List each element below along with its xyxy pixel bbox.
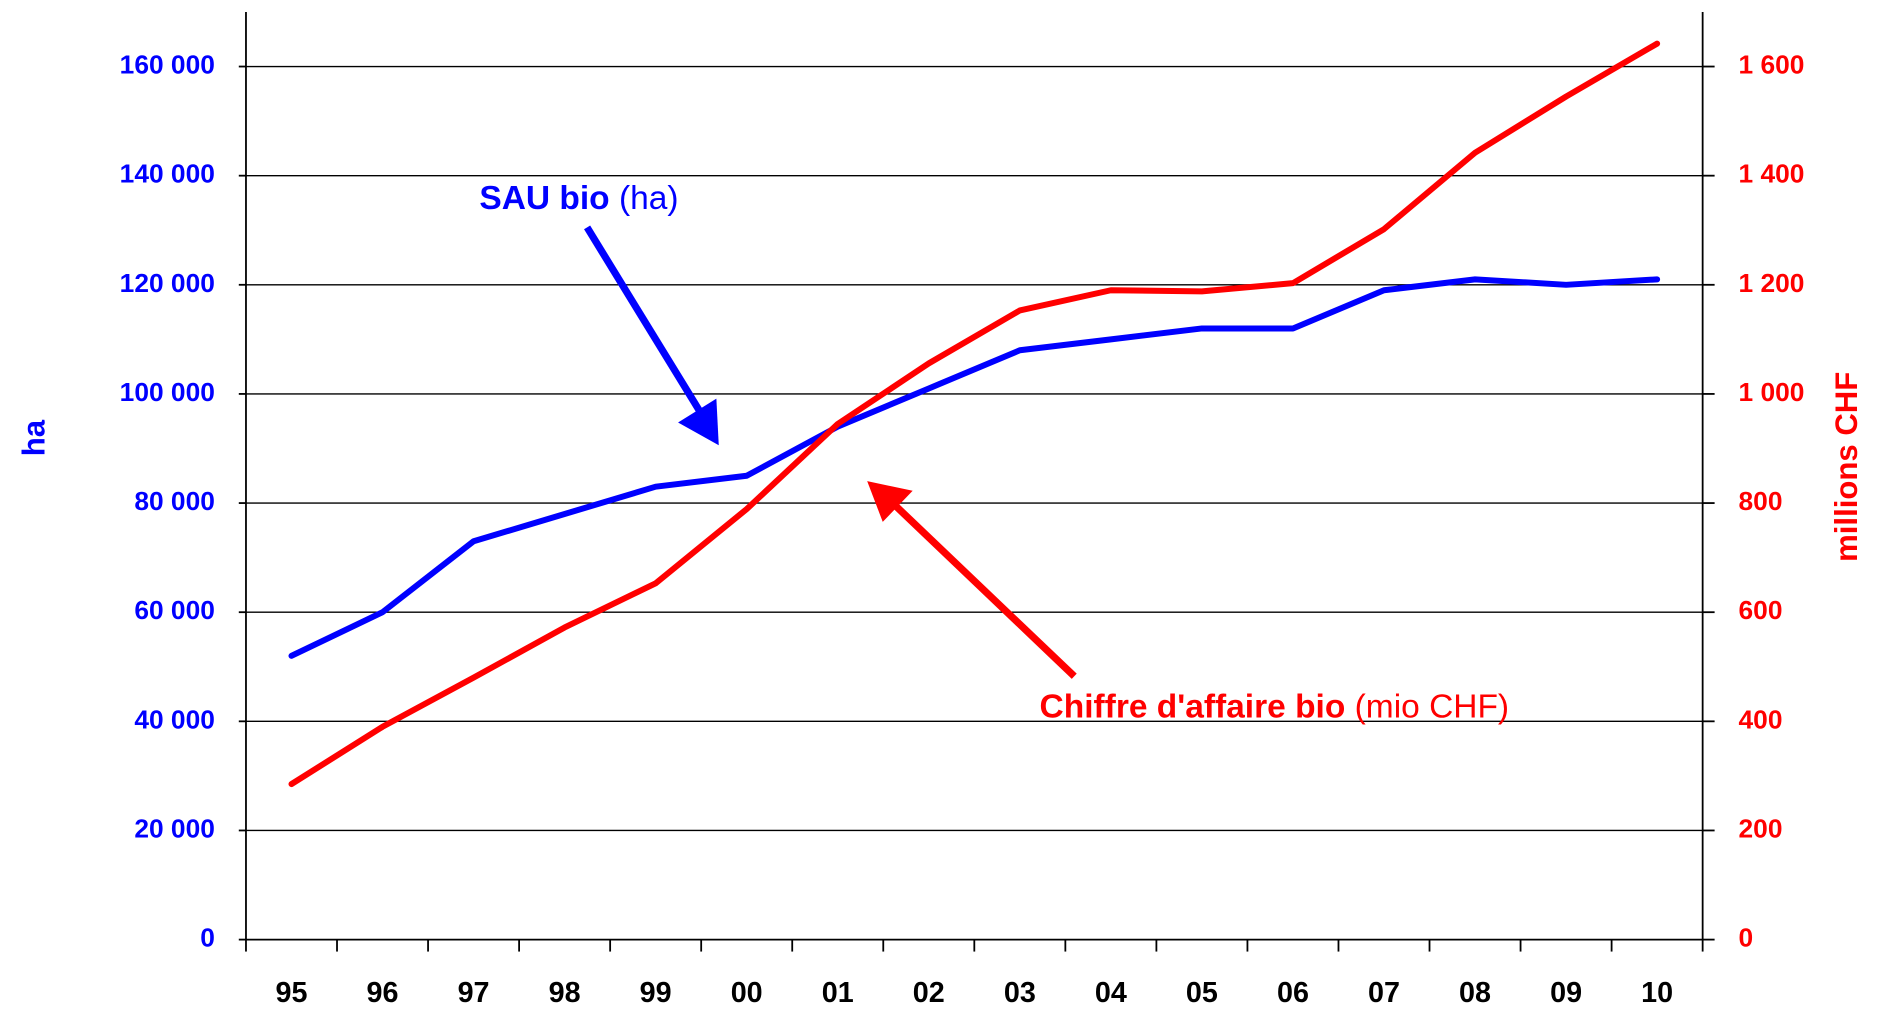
x-tick-label: 96 — [367, 977, 399, 1009]
y2-tick-label: 1 400 — [1739, 159, 1805, 189]
x-tick-label: 97 — [458, 977, 490, 1009]
y2-tick-label: 400 — [1739, 704, 1783, 734]
y2-tick-label: 1 200 — [1739, 268, 1805, 298]
annotation-arrow — [867, 481, 1077, 679]
marks — [288, 40, 1661, 788]
annotation-arrow — [584, 225, 719, 446]
x-tick-label: 95 — [276, 977, 308, 1009]
annotation-normal: (mio CHF) — [1355, 688, 1509, 725]
y2-tick-label: 1 000 — [1739, 377, 1805, 407]
x-tick-label: 08 — [1459, 977, 1491, 1009]
x-tick-label: 99 — [640, 977, 672, 1009]
x-tick-label: 04 — [1095, 977, 1127, 1009]
x-tick-label: 98 — [549, 977, 581, 1009]
y-tick-label: 0 — [200, 923, 215, 953]
series-line — [288, 276, 1661, 659]
y-tick-label: 80 000 — [134, 486, 215, 516]
annotation: Chiffre d'affaire bio (mio CHF) — [1040, 688, 1510, 725]
y2-axis-title: millions CHF — [1829, 372, 1864, 562]
y-axis-title: ha — [17, 419, 52, 456]
x-tick-label: 03 — [1004, 977, 1036, 1009]
x-tick-label: 05 — [1186, 977, 1218, 1009]
annotation-normal: (ha) — [619, 180, 679, 217]
annotation: SAU bio (ha) — [479, 180, 678, 217]
y2-tick-label: 600 — [1739, 595, 1783, 625]
y2-tick-label: 200 — [1739, 813, 1783, 843]
y-tick-label: 140 000 — [120, 159, 215, 189]
y-tick-label: 20 000 — [134, 813, 215, 843]
grid — [238, 65, 1715, 952]
x-tick-label: 02 — [913, 977, 945, 1009]
y-tick-label: 120 000 — [120, 268, 215, 298]
y2-tick-label: 0 — [1739, 923, 1754, 953]
annotation-bold: SAU bio — [479, 180, 609, 217]
y-tick-label: 160 000 — [120, 49, 215, 79]
x-tick-label: 01 — [822, 977, 854, 1009]
y2-tick-label: 1 600 — [1739, 49, 1805, 79]
x-tick-label: 06 — [1277, 977, 1309, 1009]
y2-tick-label: 800 — [1739, 486, 1783, 516]
x-tick-label: 07 — [1368, 977, 1400, 1009]
x-tick-label: 00 — [731, 977, 763, 1009]
y-tick-label: 60 000 — [134, 595, 215, 625]
x-tick-label: 09 — [1550, 977, 1582, 1009]
y-tick-label: 100 000 — [120, 377, 215, 407]
series-line — [288, 40, 1661, 788]
y-tick-label: 40 000 — [134, 704, 215, 734]
annotation-bold: Chiffre d'affaire bio — [1040, 688, 1346, 725]
x-tick-label: 10 — [1641, 977, 1673, 1009]
